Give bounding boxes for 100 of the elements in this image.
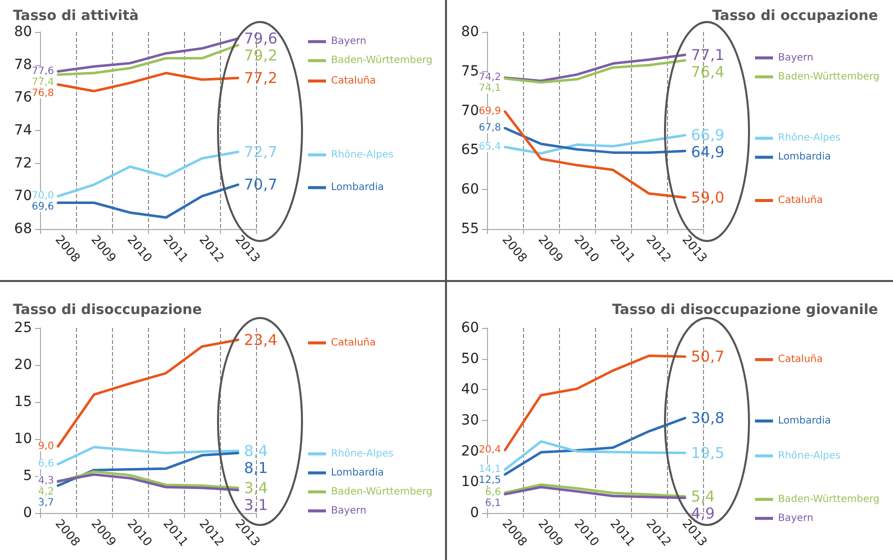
data-label: 6,1 [485, 498, 501, 510]
y-tick-label: 78 [14, 56, 32, 73]
data-label: 8,4 [244, 442, 268, 460]
y-tick-label: 20 [14, 357, 32, 373]
data-label: 66,9 [691, 126, 724, 144]
line-series [504, 126, 686, 154]
legend-label: Baden-Württemberg [331, 55, 433, 66]
y-tick-label: 0 [470, 505, 479, 521]
legend-label: Rhône-Alpes [778, 450, 841, 462]
data-label: 65,4 [478, 142, 501, 153]
y-tick-label: 80 [461, 24, 479, 40]
legend-label: Baden-Württemberg [778, 494, 880, 505]
y-tick-label: 68 [14, 221, 32, 237]
data-label: 76,8 [32, 88, 54, 99]
data-label: 69,6 [32, 202, 54, 213]
y-tick-label: 30 [461, 412, 479, 428]
data-label: 74,2 [478, 72, 501, 84]
data-label: 12,5 [478, 475, 501, 486]
legend-label: Bayern [331, 505, 366, 516]
y-tick-label: 10 [461, 474, 479, 490]
data-label: 76,4 [691, 62, 724, 81]
y-tick-label: 74 [14, 122, 32, 138]
data-label: 64,9 [691, 143, 724, 162]
data-label: 72,7 [244, 142, 278, 161]
data-label: 70,7 [244, 176, 278, 194]
y-tick-label: 20 [461, 443, 479, 460]
data-label: 70,0 [32, 190, 54, 202]
y-tick-label: 10 [14, 431, 32, 447]
y-tick-label: 75 [461, 63, 479, 80]
data-label: 74,1 [478, 83, 501, 94]
line-series [56, 473, 240, 492]
data-label: 4,3 [38, 476, 54, 487]
data-label: 59,0 [691, 188, 724, 206]
y-tick-label: 15 [14, 394, 32, 410]
text: Tasso di disoccupazione giovanile [612, 302, 878, 318]
y-tick-label: 40 [461, 382, 479, 398]
legend-label: Cataluña [778, 194, 823, 206]
y-tick-label: 60 [461, 182, 479, 198]
data-label: 77,2 [244, 68, 278, 87]
legend-label: Cataluña [331, 75, 376, 86]
y-tick-label: 76 [14, 90, 32, 106]
data-label: 3,7 [38, 498, 54, 509]
line-series [56, 183, 240, 219]
data-label: 3,1 [244, 496, 268, 514]
line-series [504, 134, 686, 155]
line-series [56, 44, 240, 76]
line-series [504, 416, 686, 476]
data-label: 5,4 [691, 487, 715, 506]
y-tick-label: 72 [14, 155, 32, 172]
data-label: 6,6 [38, 458, 54, 470]
y-tick-label: 70 [461, 102, 479, 119]
line-series [56, 37, 240, 73]
chart-title: Tasso di disoccupazione [13, 302, 202, 318]
y-tick-label: 70 [14, 188, 32, 204]
legend-label: Rhône-Alpes [778, 132, 841, 144]
legend-label: Lombardia [778, 152, 831, 163]
legend-label: Baden-Württemberg [778, 71, 880, 82]
legend-label: Lombardia [778, 416, 831, 427]
y-tick-label: 55 [461, 221, 479, 237]
line-series [56, 446, 240, 466]
legend-label: Bayern [778, 52, 814, 64]
legend-label: Rhône-Alpes [331, 448, 394, 460]
legend-label: Cataluña [331, 337, 376, 348]
line-series [504, 59, 686, 84]
data-label: 77,6 [32, 66, 54, 77]
line-series [56, 150, 240, 198]
y-tick-label: 80 [14, 24, 32, 40]
legend-label: Rhône-Alpes [331, 149, 394, 160]
data-label: 19,5 [691, 444, 724, 462]
data-label: 69,9 [478, 106, 501, 118]
data-label: 9,0 [38, 440, 54, 452]
data-label: 4,2 [38, 486, 54, 498]
y-tick-label: 0 [23, 505, 32, 521]
legend-label: Bayern [778, 512, 814, 524]
data-label: 3,4 [244, 478, 268, 497]
data-label: 77,4 [32, 76, 54, 88]
data-label: 14,1 [478, 464, 501, 476]
legend-label: Baden-Württemberg [331, 486, 433, 498]
data-label: 77,1 [691, 46, 724, 64]
data-label: 4,9 [691, 504, 715, 522]
y-tick-label: 65 [461, 142, 479, 158]
line-series [56, 338, 240, 448]
data-label: 20,4 [478, 444, 501, 456]
data-label: 67,8 [478, 122, 501, 134]
data-label: 6,6 [485, 487, 501, 498]
y-tick-label: 60 [461, 320, 479, 336]
data-label: 8,1 [244, 458, 268, 477]
line-series [504, 110, 686, 199]
legend-label: Cataluña [778, 354, 823, 366]
legend-label: Lombardia [331, 182, 384, 194]
line-series [504, 354, 686, 452]
data-label: 79,2 [244, 46, 278, 65]
legend-label: Bayern [331, 36, 366, 48]
chart-title: Tasso di attività [13, 8, 139, 24]
text: Tasso di occupazione [712, 8, 878, 24]
legend-label: Lombardia [331, 467, 384, 478]
y-tick-label: 5 [23, 468, 32, 484]
data-label: 23,4 [244, 330, 278, 349]
y-tick-label: 50 [461, 350, 479, 367]
line-series [56, 72, 240, 92]
